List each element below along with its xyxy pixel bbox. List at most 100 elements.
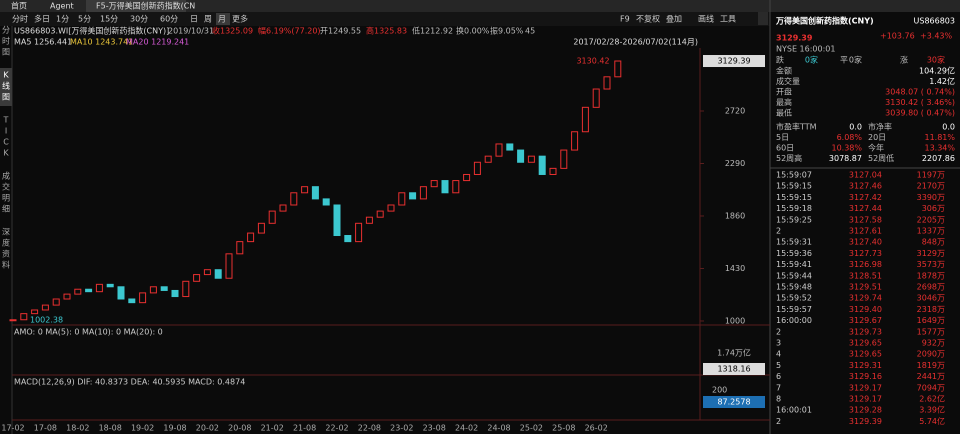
period-button[interactable]: 60分: [160, 15, 178, 24]
candle: [452, 180, 460, 194]
tab[interactable]: [86, 0, 186, 12]
side-tab[interactable]: 交: [2, 182, 10, 192]
side-tab[interactable]: K: [3, 149, 9, 158]
tick-time: 4: [776, 350, 781, 359]
candle: [538, 155, 546, 175]
x-tick-label: 18-02: [66, 424, 89, 433]
candle: [41, 304, 49, 311]
tick-price: 3127.46: [849, 182, 882, 191]
macd-box: [703, 396, 765, 408]
tick-price: 3129.73: [849, 327, 882, 336]
field-label: 最低: [776, 108, 792, 118]
candle: [95, 283, 103, 293]
pair-value: 0.0: [849, 123, 862, 132]
side-tab[interactable]: C: [3, 138, 9, 147]
tick-volume: 1819万: [917, 361, 945, 370]
side-tab[interactable]: 深: [2, 228, 10, 237]
tick-time: 8: [776, 395, 781, 404]
info-item: 换0.00%: [456, 26, 490, 36]
tick-volume: 306万: [922, 204, 945, 213]
side-tab[interactable]: 明: [2, 194, 10, 203]
side-tab[interactable]: 成: [2, 171, 10, 181]
tab[interactable]: [40, 0, 80, 12]
x-tick-label: 17-02: [1, 424, 24, 433]
tick-price: 3129.17: [849, 395, 882, 404]
period-button[interactable]: 日: [190, 15, 198, 24]
tab[interactable]: [1, 0, 41, 12]
tick-volume: 2205万: [917, 215, 945, 224]
pair-value: 10.38%: [831, 144, 862, 153]
tick-volume: 2170万: [917, 182, 945, 191]
tool-button[interactable]: 叠加: [666, 14, 682, 24]
breadth: 平: [840, 56, 848, 65]
tick-time: 7: [776, 383, 781, 392]
tick-volume: 3573万: [917, 260, 945, 269]
candle: [203, 269, 211, 276]
tick-time: 2: [776, 417, 781, 426]
period-button[interactable]: 30分: [130, 15, 148, 24]
side-tab[interactable]: T: [3, 116, 9, 125]
period-button[interactable]: 分时: [12, 14, 28, 24]
side-tab[interactable]: 时: [2, 36, 10, 46]
side-tab[interactable]: 资: [2, 249, 10, 259]
tick-price: 3129.28: [849, 406, 882, 415]
side-tab[interactable]: 图: [2, 48, 10, 57]
side-tab[interactable]: 图: [2, 93, 10, 102]
candle: [290, 192, 298, 206]
pair-label: 市盈率TTM: [776, 122, 817, 132]
side-tab[interactable]: K: [3, 71, 9, 80]
candle: [160, 286, 168, 291]
x-tick-label: 20-08: [228, 424, 251, 433]
breadth: 0家: [805, 55, 818, 65]
field-value: 3130.42 ( 3.46%): [885, 98, 955, 107]
side-tab[interactable]: 细: [2, 204, 10, 214]
tick-volume: 1337万: [917, 227, 945, 236]
period-button[interactable]: 周: [204, 15, 212, 24]
tool-button[interactable]: 不复权: [636, 14, 660, 24]
candle: [279, 204, 287, 212]
tick-time: 5: [776, 361, 781, 370]
candle: [387, 204, 395, 212]
y-tick-label: 1430: [725, 264, 745, 273]
side-tab[interactable]: 分: [2, 26, 10, 35]
candle: [571, 131, 579, 151]
field-value: 3048.07 ( 0.74%): [885, 88, 955, 97]
candle: [149, 286, 157, 294]
side-tab[interactable]: 度: [2, 238, 10, 248]
side-tab[interactable]: 线: [2, 81, 10, 91]
tick-price: 3129.65: [849, 339, 882, 348]
tool-button[interactable]: F9: [620, 15, 630, 24]
candle: [193, 274, 201, 282]
tick-price: 3127.58: [849, 215, 882, 224]
tick-time: 15:59:52: [776, 294, 812, 303]
period-button[interactable]: 多日: [34, 14, 50, 24]
tab-label: 首页: [11, 1, 27, 11]
quote-price: 3129.39: [776, 34, 813, 43]
candle: [31, 309, 39, 315]
max-label: 3130.42: [576, 57, 609, 66]
tick-volume: 3390万: [917, 193, 945, 202]
period-button[interactable]: 月: [218, 15, 226, 24]
tick-price: 3129.31: [849, 361, 882, 370]
period-button[interactable]: 更多: [232, 14, 248, 24]
tool-button[interactable]: 工具: [720, 15, 736, 24]
period-button[interactable]: 5分: [78, 15, 91, 24]
tool-button[interactable]: 画线: [698, 14, 714, 24]
tick-price: 3129.74: [849, 294, 882, 303]
quote-exchange: NYSE 16:00:01: [776, 45, 835, 54]
candle: [85, 288, 93, 293]
period-button[interactable]: 15分: [100, 15, 118, 24]
side-tab[interactable]: 料: [2, 260, 10, 270]
min-label: 1002.38: [30, 316, 63, 325]
x-tick-label: 24-02: [455, 424, 478, 433]
candle: [214, 269, 222, 279]
candle: [560, 149, 568, 169]
x-tick-label: 19-08: [163, 424, 186, 433]
last-price-box: [703, 55, 765, 68]
candle: [355, 222, 363, 243]
pair-value: 6.08%: [837, 133, 863, 142]
period-button[interactable]: 1分: [56, 15, 69, 24]
pair-label: 20日: [868, 133, 886, 142]
side-tab[interactable]: I: [5, 127, 7, 136]
